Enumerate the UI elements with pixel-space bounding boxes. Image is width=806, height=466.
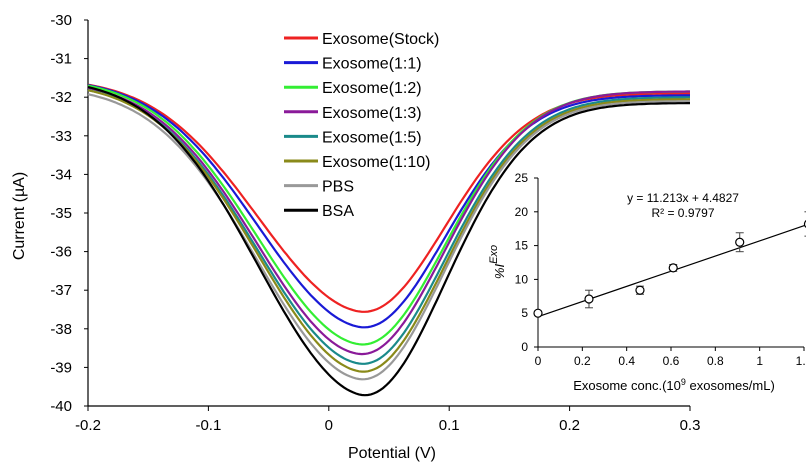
inset-data-point	[635, 285, 645, 295]
main-y-axis-title: Current (µA)	[11, 172, 28, 260]
series-line	[87, 86, 690, 356]
main-series-lines	[87, 83, 691, 397]
inset-x-tick-label: 0.6	[663, 354, 680, 368]
inset-y-tick-label: 0	[521, 340, 528, 354]
inset-equation: y = 11.213x + 4.4827	[627, 191, 739, 205]
series-line	[87, 85, 690, 397]
main-y-tick-label: -30	[50, 12, 72, 29]
inset-xlabel-sup: 9	[681, 377, 686, 387]
main-y-tick-label: -33	[50, 128, 72, 145]
legend-label: Exosome(1:3)	[322, 105, 422, 122]
inset-xlabel-main: Exosome conc.(10	[573, 378, 681, 393]
series-line	[87, 88, 690, 365]
legend-label: Exosome(1:2)	[322, 80, 422, 97]
inset-y-ticks: 0 5 10 15 20 25	[515, 171, 538, 354]
main-y-tick-label: -31	[50, 51, 72, 68]
main-y-tick-label: -40	[50, 398, 72, 415]
inset-y-tick-label: 20	[515, 205, 529, 219]
series-line	[87, 89, 690, 373]
inset-y-axis-title: %IExo	[488, 245, 507, 279]
inset-ylabel-sup: Exo	[488, 245, 500, 264]
main-y-tick-label: -32	[50, 89, 72, 106]
legend-label: Exosome(1:10)	[322, 154, 431, 171]
inset-y-tick-label: 25	[515, 171, 529, 185]
main-x-axis-title: Potential (V)	[348, 445, 436, 462]
main-x-tick-label: -0.2	[75, 417, 101, 434]
main-x-tick-label: 0.2	[559, 417, 580, 434]
inset-x-tick-label: 0.4	[618, 354, 635, 368]
inset-ylabel-main: %I	[492, 264, 507, 280]
inset-data-point	[735, 237, 745, 247]
main-y-tick-label: -34	[50, 166, 72, 183]
main-y-tick-label: -38	[50, 321, 72, 338]
main-x-tick-label: 0	[325, 417, 333, 434]
main-y-tick-label: -39	[50, 359, 72, 376]
inset-xlabel-tail: exosomes/mL)	[686, 378, 775, 393]
inset-data-point	[584, 294, 594, 304]
inset-y-tick-label: 15	[515, 239, 529, 253]
series-line	[87, 93, 690, 381]
inset-x-tick-label: 0.2	[574, 354, 591, 368]
main-y-tick-label: -36	[50, 244, 72, 261]
inset-x-ticks: 0 0.2 0.4 0.6 0.8 1 1.2	[535, 347, 806, 368]
main-x-tick-label: 0.1	[439, 417, 460, 434]
inset-chart: 0 5 10 15 20 25 0 0.2 0.4 0.6 0.8 1 1.2 y = 11.213x…	[488, 171, 806, 393]
inset-y-tick-label: 10	[515, 272, 529, 286]
main-y-ticks: -30 -31 -32 -33 -34 -35 -36 -37 -38 -39 -40	[50, 12, 88, 415]
inset-x-tick-label: 0	[535, 354, 542, 368]
main-y-tick-label: -37	[50, 282, 72, 299]
inset-r-squared: R² = 0.9797	[651, 206, 714, 220]
main-x-tick-label: -0.1	[195, 417, 221, 434]
legend-label: Exosome(Stock)	[322, 31, 439, 48]
legend-label: BSA	[322, 203, 354, 220]
main-x-tick-label: 0.3	[680, 417, 701, 434]
inset-x-axis-title: Exosome conc.(109 exosomes/mL)	[573, 377, 775, 393]
inset-points	[533, 211, 806, 318]
legend-label: Exosome(1:5)	[322, 129, 422, 146]
inset-y-tick-label: 5	[521, 306, 528, 320]
series-line	[87, 84, 690, 329]
inset-x-tick-label: 0.8	[707, 354, 724, 368]
legend-label: PBS	[322, 179, 354, 196]
inset-data-point	[533, 308, 543, 318]
inset-x-tick-label: 1.2	[796, 354, 806, 368]
main-x-ticks: -0.2 -0.1 0 0.1 0.2 0.3	[75, 406, 700, 434]
main-y-tick-label: -35	[50, 205, 72, 222]
inset-x-tick-label: 1	[756, 354, 763, 368]
inset-data-point	[668, 263, 678, 273]
legend: Exosome(Stock) Exosome(1:1) Exosome(1:2) Ex…	[284, 31, 439, 220]
legend-label: Exosome(1:1)	[322, 56, 422, 73]
